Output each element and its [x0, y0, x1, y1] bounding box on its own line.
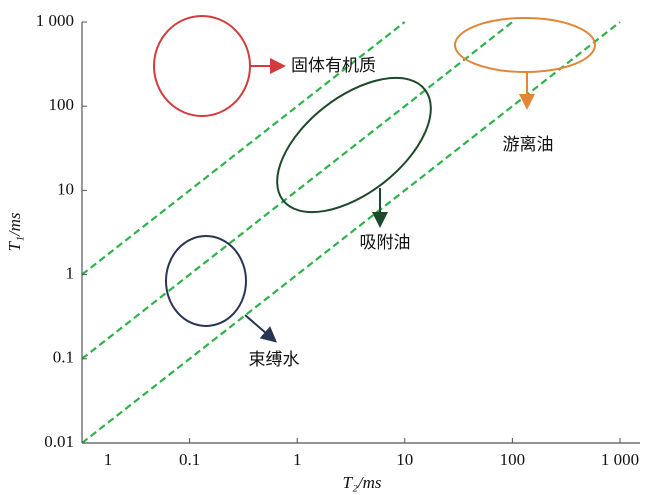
annotation: 吸附油 — [360, 233, 411, 253]
x-tick-label: 100 — [500, 450, 526, 469]
y-tick-label: 1 000 — [36, 11, 74, 30]
x-tick-label: 1 — [104, 450, 113, 469]
annotation: 游离油 — [503, 135, 554, 155]
y-tick-label: 0.01 — [44, 432, 74, 451]
region-ellipse — [276, 76, 432, 214]
x-axis-title: T₂/ms — [343, 473, 382, 492]
ratio-line — [81, 21, 514, 360]
ratio-line — [81, 21, 621, 444]
y-axis-title: T₁/ms — [5, 212, 24, 251]
annotation: 固体有机质 — [291, 56, 376, 76]
y-tick-label: 100 — [49, 95, 75, 114]
y-tick-label: 0.1 — [53, 348, 74, 367]
y-tick-label: 10 — [57, 179, 74, 198]
region-ellipse — [454, 17, 596, 73]
region-ellipse — [153, 15, 251, 117]
y-tick-label: 1 — [66, 264, 75, 283]
x-tick-label: 1 — [293, 450, 302, 469]
ratio-line — [81, 21, 406, 276]
x-tick-label: 10 — [396, 450, 413, 469]
x-tick-label: 1 000 — [601, 450, 639, 469]
annotation: 束缚水 — [249, 350, 300, 370]
region-ellipse — [165, 235, 247, 327]
arrow — [244, 314, 278, 343]
x-tick-label: 0.1 — [179, 450, 200, 469]
